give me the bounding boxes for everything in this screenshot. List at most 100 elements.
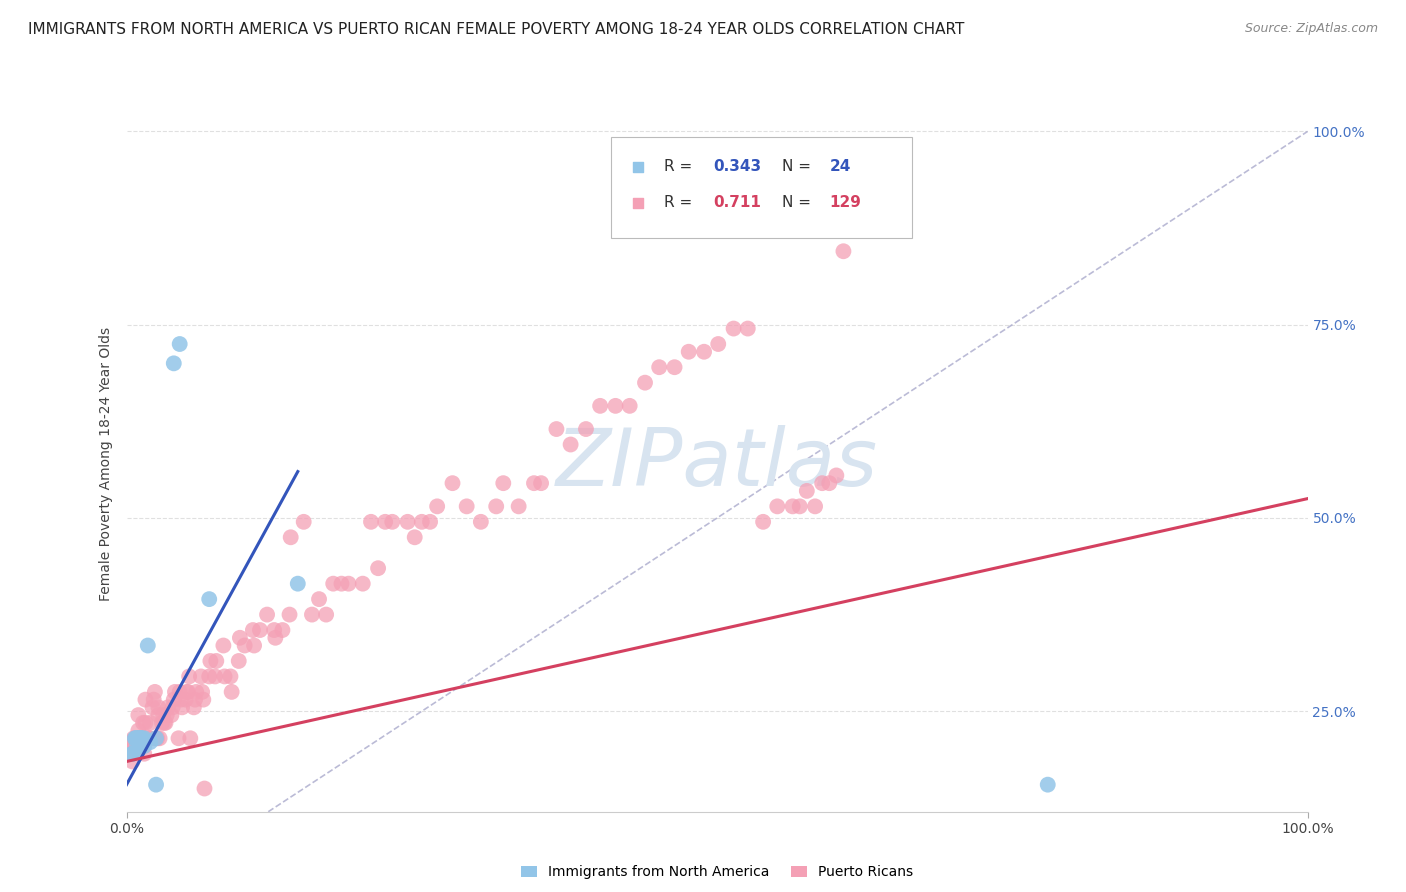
Point [129, 731, 152, 746]
Point [818, 476, 841, 491]
Point [136, 639, 159, 653]
Text: ZIPatlas: ZIPatlas [555, 425, 879, 503]
Point [278, 607, 301, 622]
Text: N =: N = [782, 195, 811, 211]
Point [263, 623, 285, 637]
Y-axis label: Female Poverty Among 18-24 Year Olds: Female Poverty Among 18-24 Year Olds [100, 326, 114, 601]
Point [169, 685, 191, 699]
Point [367, 561, 389, 575]
Point [456, 500, 478, 514]
Point [200, 654, 222, 668]
Point [170, 700, 193, 714]
Point [162, 700, 184, 714]
Point [426, 500, 449, 514]
Point [131, 731, 153, 746]
Point [148, 708, 170, 723]
Point [127, 739, 149, 753]
Point [723, 321, 745, 335]
Point [134, 731, 156, 746]
Point [523, 476, 546, 491]
Point [419, 515, 441, 529]
Point [381, 515, 404, 529]
Point [127, 723, 149, 738]
Point [249, 623, 271, 637]
Point [170, 692, 193, 706]
Point [127, 731, 149, 746]
Point [138, 731, 160, 746]
Point [138, 731, 160, 746]
Point [264, 631, 287, 645]
Point [121, 747, 143, 761]
Point [737, 321, 759, 335]
Point [127, 708, 149, 723]
Point [229, 631, 252, 645]
Text: 0.343: 0.343 [713, 160, 762, 174]
Point [179, 731, 201, 746]
Point [128, 731, 150, 746]
Point [121, 747, 143, 761]
Point [145, 731, 167, 746]
Point [193, 781, 215, 796]
Point [179, 669, 201, 683]
Point [492, 476, 515, 491]
Point [605, 399, 627, 413]
Point [707, 337, 730, 351]
Point [120, 743, 142, 757]
Point [134, 715, 156, 730]
Point [627, 221, 650, 235]
Point [374, 515, 396, 529]
Point [186, 685, 208, 699]
Point [242, 623, 264, 637]
Point [129, 731, 152, 746]
Point [308, 592, 330, 607]
Point [143, 685, 166, 699]
Point [839, 221, 862, 235]
Point [134, 739, 156, 753]
Point [127, 731, 149, 746]
Point [131, 731, 153, 746]
Point [146, 731, 169, 746]
Point [145, 778, 167, 792]
Point [183, 700, 205, 714]
Point [782, 500, 804, 514]
Point [441, 476, 464, 491]
Point [811, 476, 834, 491]
Text: R =: R = [664, 195, 692, 211]
Point [191, 685, 214, 699]
Point [825, 468, 848, 483]
Point [153, 715, 176, 730]
Point [648, 360, 671, 375]
Text: N =: N = [782, 160, 811, 174]
Text: R =: R = [664, 160, 692, 174]
Point [131, 731, 153, 746]
Text: 0.711: 0.711 [713, 195, 762, 211]
Point [530, 476, 553, 491]
Point [163, 692, 186, 706]
Point [287, 576, 309, 591]
Point [139, 735, 162, 749]
Point [301, 607, 323, 622]
Point [198, 592, 221, 607]
Point [575, 422, 598, 436]
Point [832, 244, 855, 259]
Point [163, 685, 186, 699]
Point [121, 755, 143, 769]
Point [127, 731, 149, 746]
Point [127, 731, 149, 746]
Point [125, 731, 148, 746]
Point [664, 360, 686, 375]
Point [280, 530, 302, 544]
Point [125, 731, 148, 746]
Point [678, 344, 700, 359]
Point [125, 731, 148, 746]
Point [589, 399, 612, 413]
Point [122, 731, 145, 746]
Point [167, 731, 190, 746]
Point [256, 607, 278, 622]
Point [243, 639, 266, 653]
Point [271, 623, 294, 637]
Text: Source: ZipAtlas.com: Source: ZipAtlas.com [1244, 22, 1378, 36]
Point [752, 515, 775, 529]
Point [156, 708, 179, 723]
FancyBboxPatch shape [610, 136, 912, 238]
